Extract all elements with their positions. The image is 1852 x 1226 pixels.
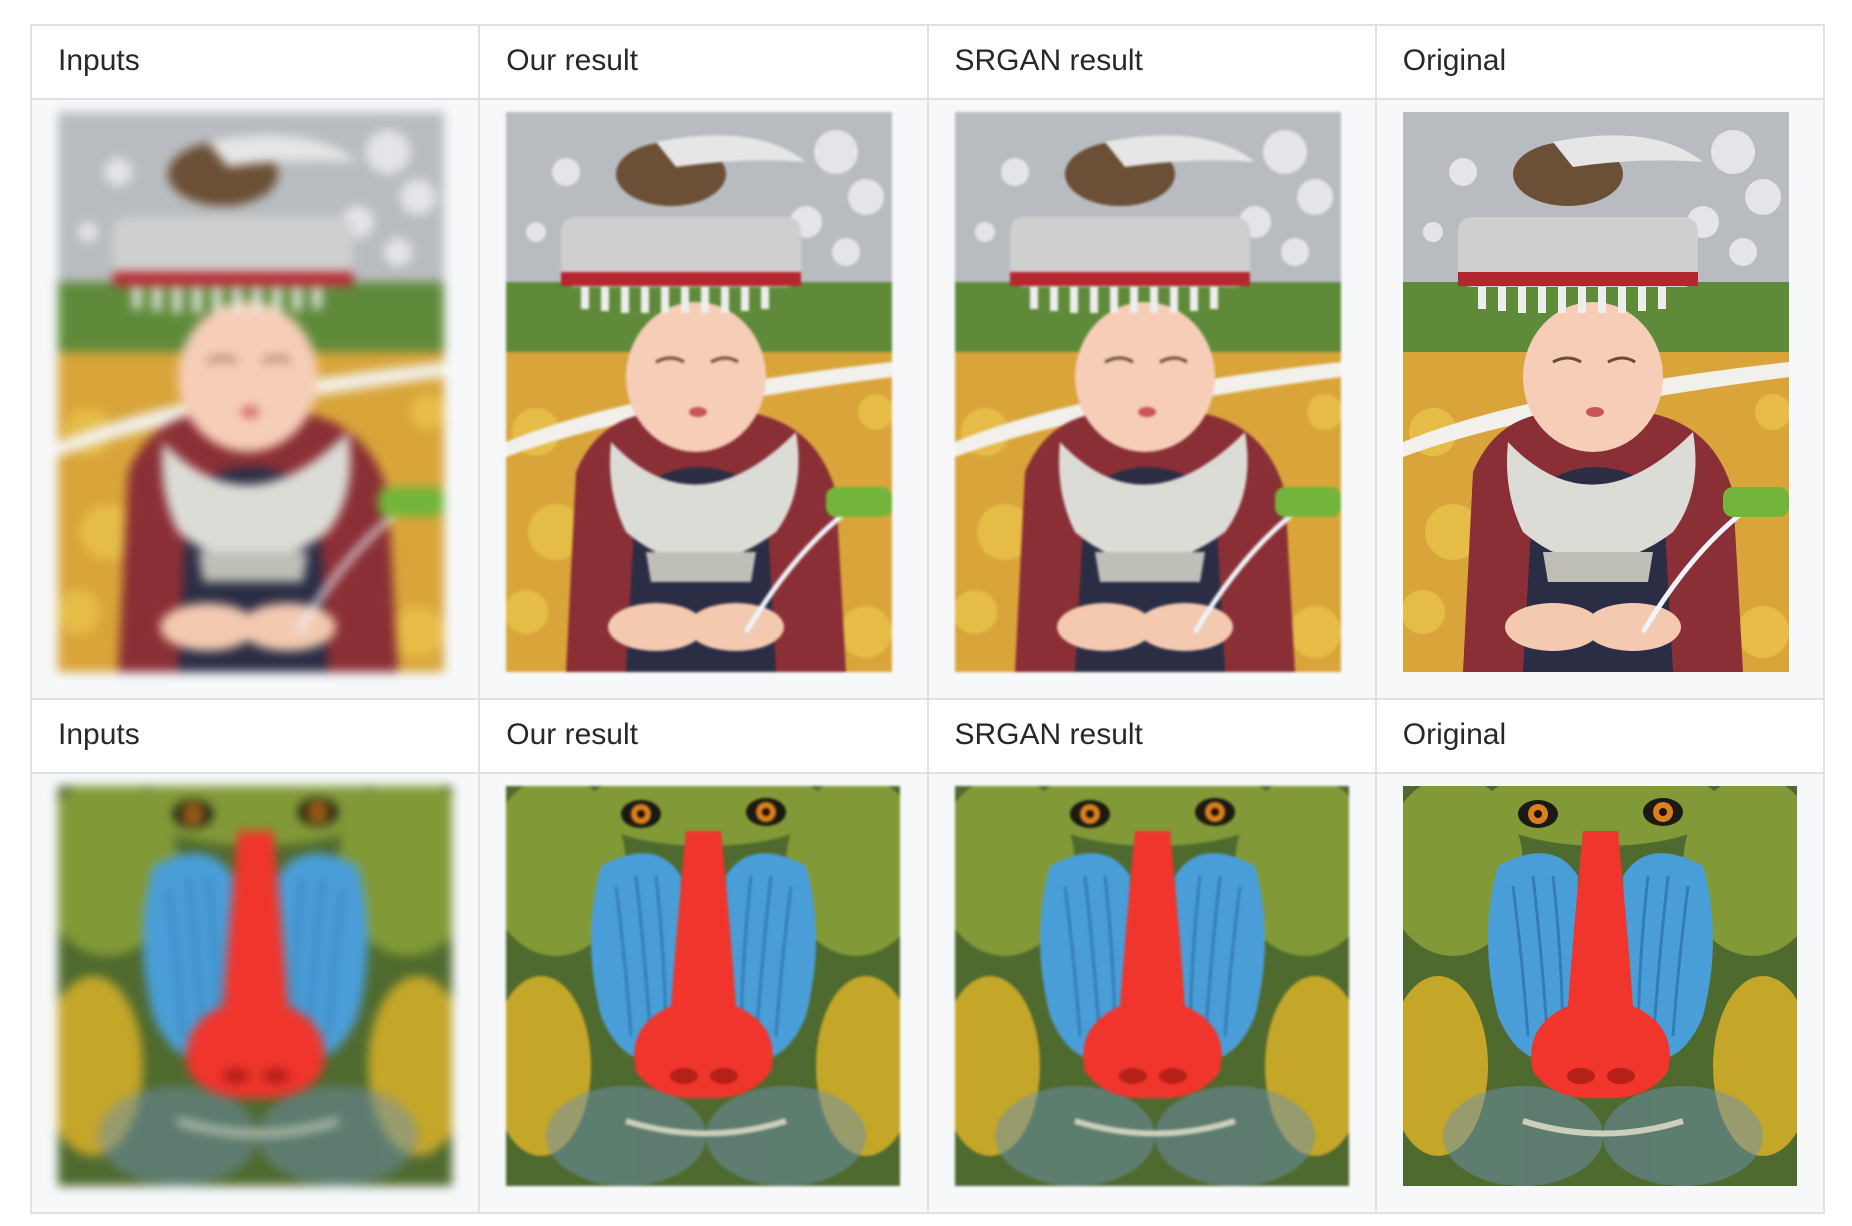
header-cell: Inputs [29, 698, 481, 774]
column-header-our-result: Our result [506, 44, 638, 77]
image-cell [926, 772, 1377, 1214]
column-header-original: Original [1402, 44, 1507, 77]
header-cell: SRGAN result [926, 698, 1377, 774]
mandrill-our-result-image [506, 786, 900, 1186]
header-cell: SRGAN result [926, 24, 1377, 100]
header-row-1: Inputs Our result SRGAN result Original [29, 24, 1826, 100]
girl-our-result-image [506, 112, 892, 672]
column-header-our-result: Our result [506, 718, 638, 751]
mandrill-original-image [1403, 786, 1797, 1186]
image-cell [478, 772, 929, 1214]
header-cell: Our result [478, 698, 929, 774]
girl-input-image [58, 112, 444, 672]
mandrill-srgan-result-image [955, 786, 1349, 1186]
header-cell: Inputs [29, 24, 481, 100]
column-header-srgan-result: SRGAN result [954, 44, 1143, 77]
image-row-girl [29, 98, 1826, 700]
header-cell: Original [1374, 24, 1826, 100]
comparison-table: Inputs Our result SRGAN result Original [29, 24, 1826, 1214]
column-header-inputs: Inputs [58, 718, 140, 751]
image-cell [1374, 772, 1826, 1214]
girl-srgan-result-image [955, 112, 1341, 672]
header-cell: Original [1374, 698, 1826, 774]
image-cell [29, 98, 481, 700]
header-row-2: Inputs Our result SRGAN result Original [29, 698, 1826, 774]
girl-original-image [1403, 112, 1789, 672]
column-header-original: Original [1402, 718, 1507, 751]
column-header-srgan-result: SRGAN result [954, 718, 1143, 751]
column-header-inputs: Inputs [58, 44, 140, 77]
image-cell [29, 772, 481, 1214]
image-row-mandrill [29, 772, 1826, 1214]
image-cell [1374, 98, 1826, 700]
header-cell: Our result [478, 24, 929, 100]
image-cell [478, 98, 929, 700]
mandrill-input-image [58, 786, 452, 1186]
image-cell [926, 98, 1377, 700]
